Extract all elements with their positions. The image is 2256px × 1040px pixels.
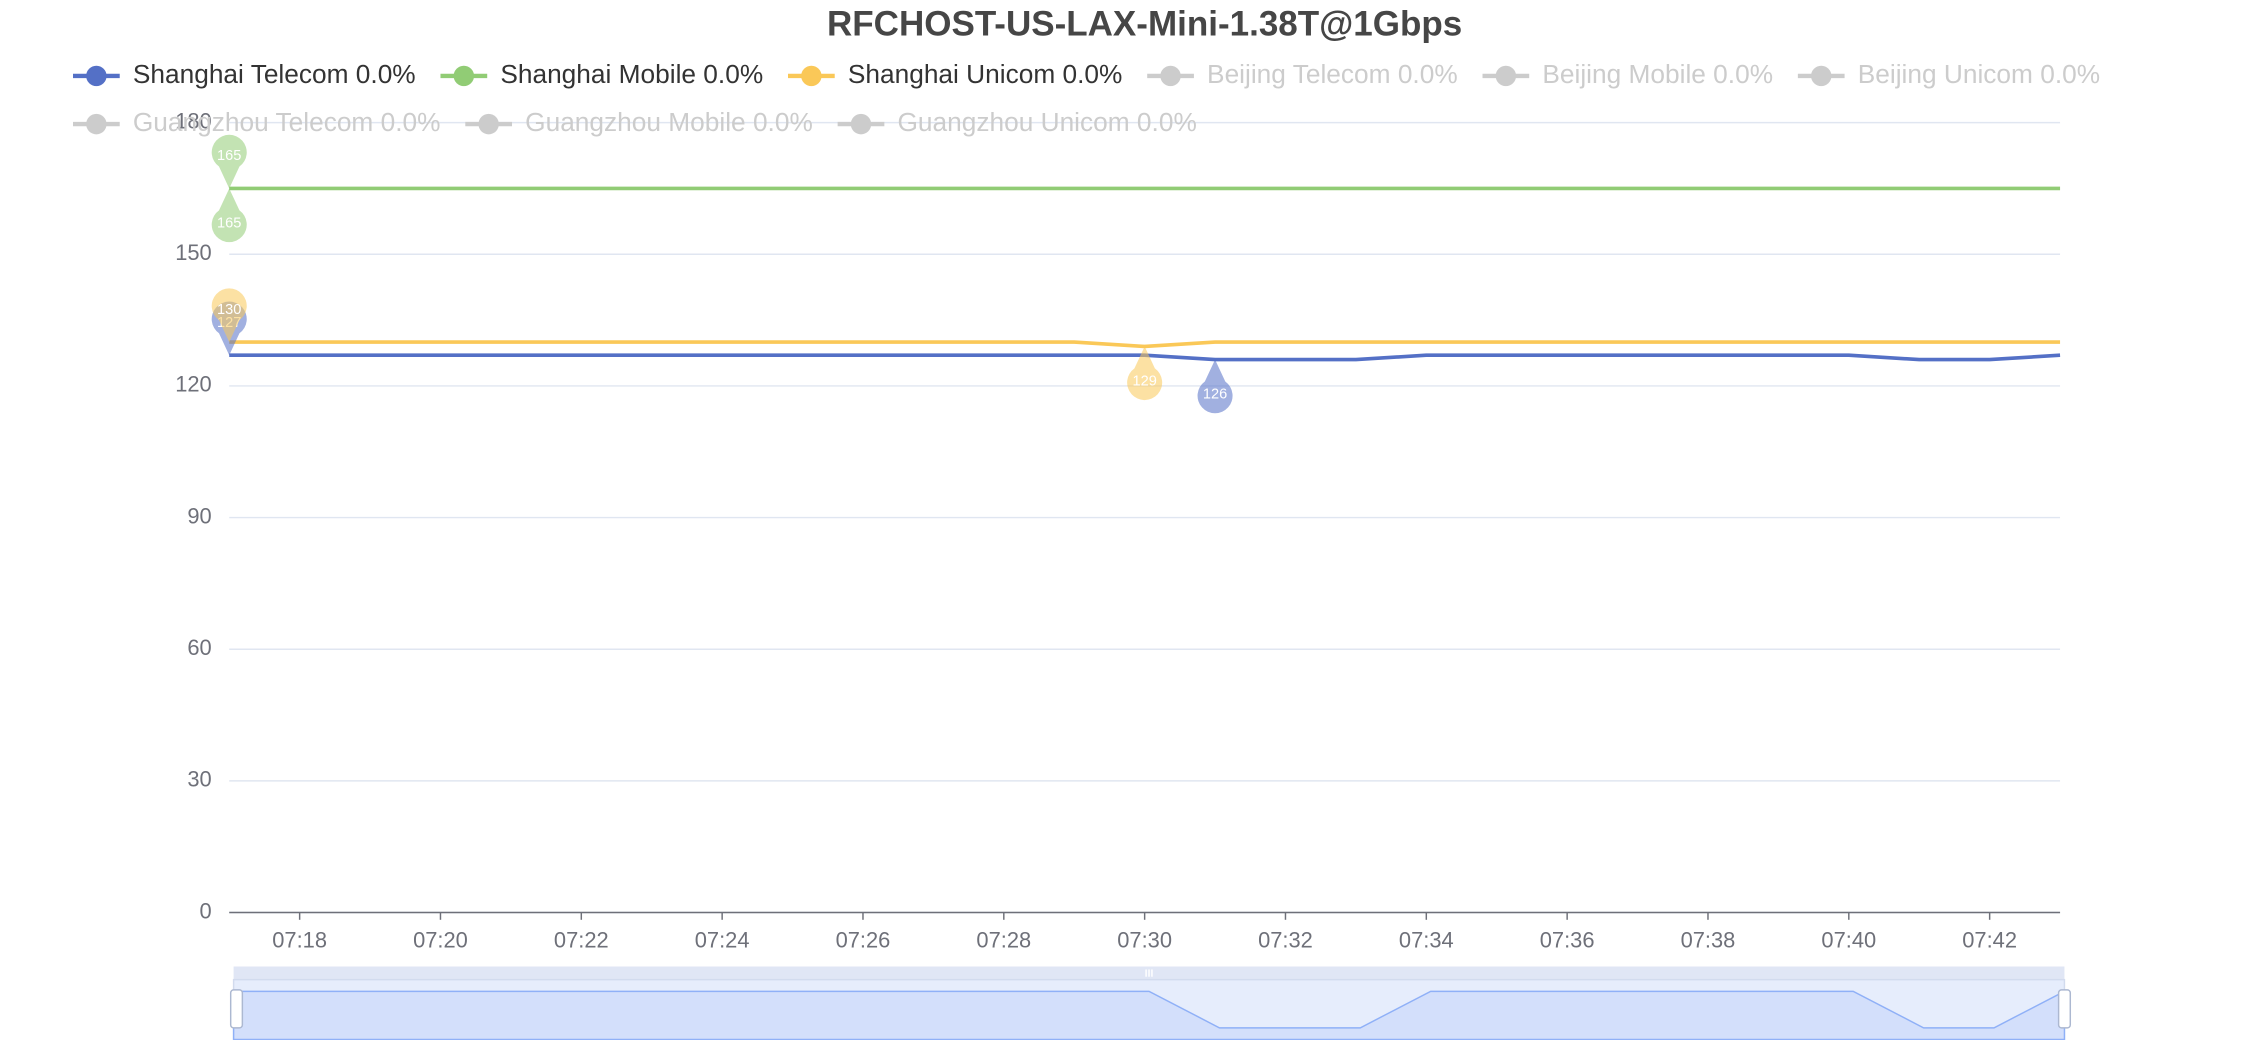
legend-item[interactable]: Guangzhou Telecom 0.0% [73,107,440,137]
mark-pin [211,188,247,243]
legend-icon-dot [850,113,872,135]
x-tick-label: 07:24 [695,927,750,952]
legend-item[interactable]: Shanghai Mobile 0.0% [440,59,763,89]
legend-item[interactable]: Beijing Unicom 0.0% [1797,59,2100,89]
legend-label: Shanghai Telecom 0.0% [133,59,416,89]
x-tick-label: 07:20 [413,927,468,952]
mark-pin [1127,346,1163,401]
mark-pin-label: 165 [217,148,241,164]
y-tick-label: 150 [175,240,212,265]
y-tick-label: 0 [200,898,212,923]
legend-icon-dot [1160,65,1181,87]
mark-pin-label: 130 [217,302,241,318]
x-tick-label: 07:34 [1399,927,1454,952]
mark-pin-label: 129 [1132,373,1156,389]
legend-icon-dot [801,65,822,87]
x-tick-label: 07:28 [976,927,1031,952]
y-tick-label: 180 [175,108,212,133]
zoom-handle[interactable] [2057,989,2072,1029]
mark-pin-label: 126 [1203,386,1227,402]
x-tick-label: 07:32 [1258,927,1313,952]
legend-item[interactable]: Shanghai Unicom 0.0% [788,59,1122,89]
zoom-area [232,990,2066,1040]
y-tick-label: 60 [187,635,211,660]
legend-label: Shanghai Mobile 0.0% [500,59,763,89]
chart-title: RFCHOST-US-LAX-Mini-1.38T@1Gbps [827,5,1462,44]
legend-icon-dot [86,65,107,87]
legend-label: Guangzhou Mobile 0.0% [525,107,813,137]
legend-label: Beijing Mobile 0.0% [1542,59,1773,89]
legend-item[interactable]: Guangzhou Unicom 0.0% [837,107,1197,137]
x-tick-label: 07:38 [1681,927,1736,952]
legend-label: Beijing Telecom 0.0% [1207,59,1458,89]
mark-pin-label: 165 [217,215,241,231]
zoom-handle[interactable] [229,989,244,1029]
x-tick-label: 07:22 [554,927,609,952]
legend-label: Shanghai Unicom 0.0% [848,59,1123,89]
mark-pin [1197,359,1233,414]
x-tick-label: 07:42 [1962,927,2017,952]
legend-label: Guangzhou Telecom 0.0% [133,107,441,137]
legend-label: Beijing Unicom 0.0% [1858,59,2100,89]
legend-item[interactable]: Guangzhou Mobile 0.0% [465,107,813,137]
series-line [229,340,2061,349]
legend-icon-dot [1811,65,1832,87]
legend-icon-dot [1495,65,1517,87]
legend-item[interactable]: Shanghai Telecom 0.0% [73,59,416,89]
x-tick-label: 07:26 [836,927,891,952]
x-tick-label: 07:30 [1117,927,1172,952]
x-tick-label: 07:18 [272,927,327,952]
y-tick-label: 120 [175,372,212,397]
legend-item[interactable]: Beijing Mobile 0.0% [1482,59,1774,89]
x-tick-label: 07:40 [1821,927,1876,952]
legend-icon-dot [453,65,475,87]
legend-icon-dot [86,113,107,135]
x-tick-label: 07:36 [1540,927,1595,952]
legend-label: Guangzhou Unicom 0.0% [897,107,1196,137]
mark-pin [211,288,247,343]
legend-item[interactable]: Beijing Telecom 0.0% [1147,59,1458,89]
mark-pin [211,134,247,189]
legend-icon-dot [478,113,499,135]
y-tick-label: 30 [187,767,211,792]
y-tick-label: 90 [187,503,211,528]
